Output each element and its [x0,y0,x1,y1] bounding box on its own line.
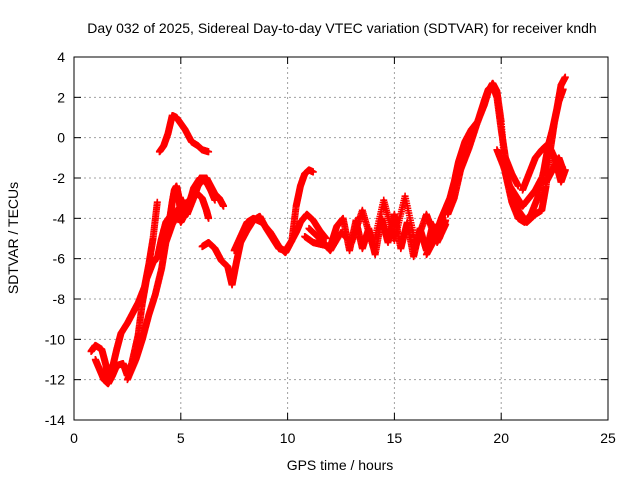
data-point [205,214,213,222]
series-markers [230,210,330,257]
x-tick-label: 0 [70,430,78,446]
chart-title: Day 032 of 2025, Sidereal Day-to-day VTE… [87,20,596,36]
y-axis-label: SDTVAR / TECUs [5,182,21,294]
data-point [559,85,567,93]
data-point [442,220,450,228]
series-markers [506,85,567,226]
data-points [87,73,569,388]
plot-frame [73,56,609,421]
x-tick-labels: 0 5 10 15 20 25 [70,430,616,446]
data-point [205,148,213,156]
series-markers [519,140,569,194]
y-tick-label: -4 [53,210,66,226]
data-point [220,202,228,210]
x-axis-label: GPS time / hours [287,457,394,473]
x-tick-label: 25 [600,430,616,446]
series-markers [87,198,161,384]
y-tick-label: 0 [57,130,65,146]
y-tick-label: 2 [57,89,65,105]
x-tick-label: 5 [177,430,185,446]
x-tick-label: 20 [493,430,509,446]
data-point [211,196,219,204]
data-point [561,166,569,174]
data-point [153,198,161,206]
series-markers [155,111,213,156]
data-point [561,73,569,81]
y-tick-labels: -14 -12 -10 -8 -6 -4 -2 0 2 4 [45,49,65,428]
y-tick-label: -2 [53,170,66,186]
y-tick-label: -8 [53,291,66,307]
y-tick-label: -10 [45,331,65,347]
series-markers [153,182,213,263]
y-tick-label: -6 [53,251,66,267]
data-point [309,168,317,176]
y-tick-label: -12 [45,372,65,388]
y-tick-label: 4 [57,49,65,65]
x-tick-label: 15 [387,430,403,446]
data-point [322,235,330,242]
y-tick-label: -14 [45,412,65,428]
data-point [514,182,522,190]
axis-ticks [73,56,609,421]
x-tick-label: 10 [280,430,296,446]
